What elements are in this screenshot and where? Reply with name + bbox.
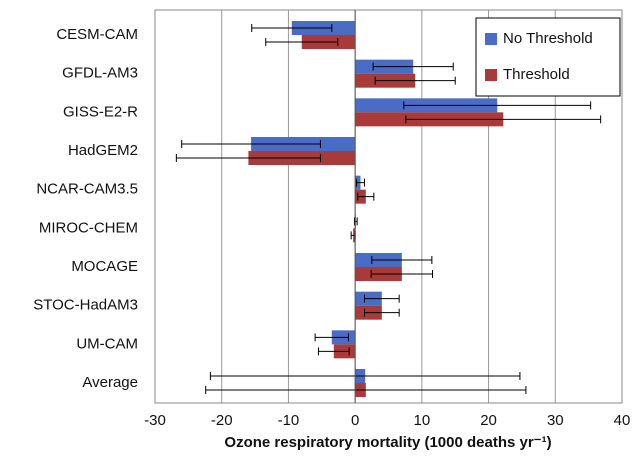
error-bar [372,62,454,71]
error-bar [209,372,521,380]
error-bar [181,140,321,148]
legend-label: Threshold [503,66,570,83]
error-bar [363,294,400,303]
y-tick-label: CESM-CAM [56,26,138,43]
y-tick-label: Average [82,374,138,391]
x-tick-label: -30 [144,412,166,429]
error-bar [175,154,321,162]
y-tick-label: NCAR-CAM3.5 [36,181,138,198]
x-tick-label: 0 [351,412,359,429]
error-bar [374,76,456,85]
x-axis-label: Ozone respiratory mortality (1000 deaths… [224,434,551,451]
x-tick-label: -10 [278,412,300,429]
error-bar [314,333,349,342]
y-tick-label: STOC-HadAM3 [33,297,138,314]
error-bar [363,308,400,317]
error-bar [317,347,350,356]
error-bar [205,386,527,394]
legend-swatch [485,69,497,81]
x-tick-label: -20 [211,412,233,429]
y-tick-label: UM-CAM [76,335,138,352]
error-bar [265,38,339,46]
error-bar [370,270,434,278]
y-tick-label: GFDL-AM3 [62,65,138,82]
error-bar [251,24,333,32]
x-tick-label: 30 [547,412,564,429]
legend-box [475,17,621,97]
error-bar [405,115,602,124]
error-bar [403,101,592,110]
error-bar [357,192,375,201]
y-tick-label: HadGEM2 [68,142,138,159]
x-tick-label: 20 [480,412,497,429]
y-tick-label: MIROC-CHEM [39,219,138,236]
y-tick-label: GISS-E2-R [63,103,138,120]
y-tick-label: MOCAGE [71,258,138,275]
x-tick-label: 10 [414,412,431,429]
x-tick-label: 40 [614,412,631,429]
legend-swatch [485,33,497,45]
plot-frame [154,9,623,404]
error-bar [355,178,365,187]
error-bar [371,256,433,264]
legend-label: No Threshold [503,30,593,47]
